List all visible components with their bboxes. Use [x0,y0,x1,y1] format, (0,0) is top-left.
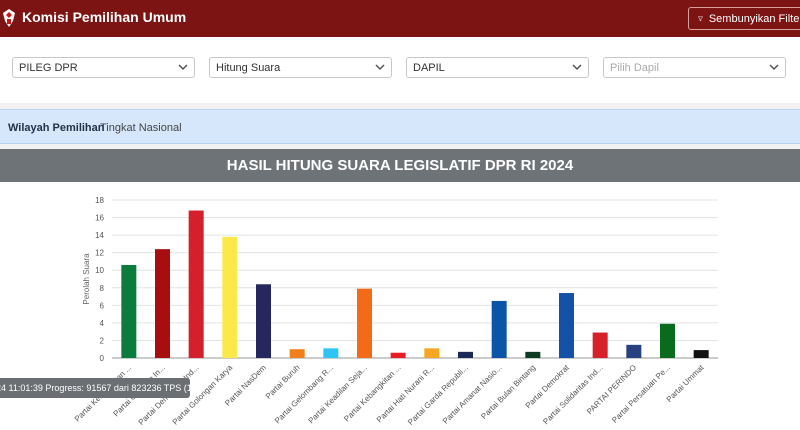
election-select[interactable]: PILEG DPR [12,57,195,78]
chevron-down-icon [572,64,582,71]
x-tick-label: Partai Amanat Nasio... [441,363,504,426]
progress-status-text: 024 11:01:39 Progress: 91567 dari 823236… [0,383,190,393]
bar [222,236,238,358]
dapil-select-placeholder: Pilih Dapil [610,61,659,74]
mode-select[interactable]: Hitung Suara [209,57,392,78]
level-select-value: DAPIL [413,61,445,74]
y-tick-label: 14 [95,231,104,240]
region-bar: Wilayah Pemilihan Tingkat Nasional [0,109,800,144]
bar [626,344,642,358]
bar [390,352,406,358]
bar [424,348,440,358]
y-tick-label: 12 [95,249,104,258]
x-tick-label: Partai Solidaritas Ind... [541,363,604,426]
bar [491,300,507,358]
hide-filter-label: Sembunyikan Filter [708,12,800,25]
bar [155,249,170,358]
bar [256,284,271,358]
hide-filter-button[interactable]: Sembunyikan Filter [688,7,800,30]
chevron-down-icon [769,64,779,71]
y-tick-label: 16 [95,214,104,223]
y-tick-label: 18 [95,196,104,205]
x-tick-label: Partai Hati Nurani R... [375,363,436,424]
kpu-logo-icon [3,9,15,27]
chevron-down-icon [375,64,385,71]
x-tick-label: Partai Gelombang R... [273,363,335,425]
bar [592,332,608,358]
bar [525,351,541,358]
y-tick-label: 0 [100,354,105,363]
y-tick-label: 6 [100,301,105,310]
progress-status: 024 11:01:39 Progress: 91567 dari 823236… [0,378,190,398]
y-tick-label: 10 [95,266,104,275]
y-tick-label: 2 [100,336,105,345]
x-tick-label: Partai Kebangkitan ... [342,363,402,423]
bar [458,351,473,358]
x-tick-label: Partai Persatuan Pe... [610,363,672,425]
bar [693,350,709,358]
y-tick-label: 8 [100,284,105,293]
bar [121,264,137,358]
bar [559,293,574,358]
dapil-select[interactable]: Pilih Dapil [603,57,786,78]
bar [357,288,372,358]
chart-title: HASIL HITUNG SUARA LEGISLATIF DPR RI 202… [226,157,574,174]
bar [188,210,204,358]
x-tick-label: Partai Keadilan Seja... [307,363,369,425]
region-label: Wilayah Pemilihan [8,122,105,134]
bar [289,349,305,358]
chart-title-bar: HASIL HITUNG SUARA LEGISLATIF DPR RI 202… [0,149,800,182]
filter-panel: PILEG DPR Hitung Suara DAPIL Pilih Dapil [0,37,800,103]
filter-icon [698,16,703,21]
y-tick-label: 4 [100,319,105,328]
y-axis-label: Perolah Suara [82,253,91,305]
mode-select-value: Hitung Suara [216,61,281,74]
region-value: Tingkat Nasional [100,122,182,134]
brand-title: Komisi Pemilihan Umum [22,9,187,25]
bar [323,348,339,358]
election-select-value: PILEG DPR [19,61,78,74]
app-header: Komisi Pemilihan Umum Sembunyikan Filter [0,0,800,37]
x-tick-label: Partai Garda Republi... [406,363,470,427]
level-select[interactable]: DAPIL [406,57,589,78]
bar [660,323,675,358]
chevron-down-icon [178,64,188,71]
bar-chart: 0 2 4 6 8 10 12 14 16 18 Perolah Suara Partai Keban… [73,196,718,427]
